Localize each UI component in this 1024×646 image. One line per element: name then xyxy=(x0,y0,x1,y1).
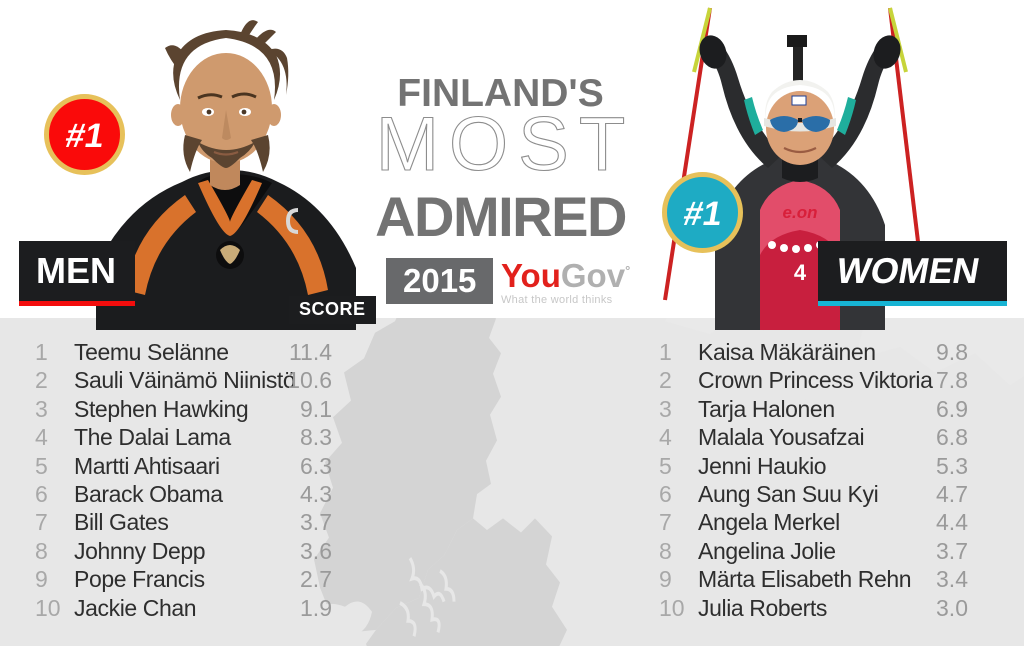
svg-text:#1: #1 xyxy=(62,117,106,155)
svg-text:#1: #1 xyxy=(680,195,724,233)
svg-text:4: 4 xyxy=(794,260,807,285)
svg-text:e.on: e.on xyxy=(783,203,818,222)
